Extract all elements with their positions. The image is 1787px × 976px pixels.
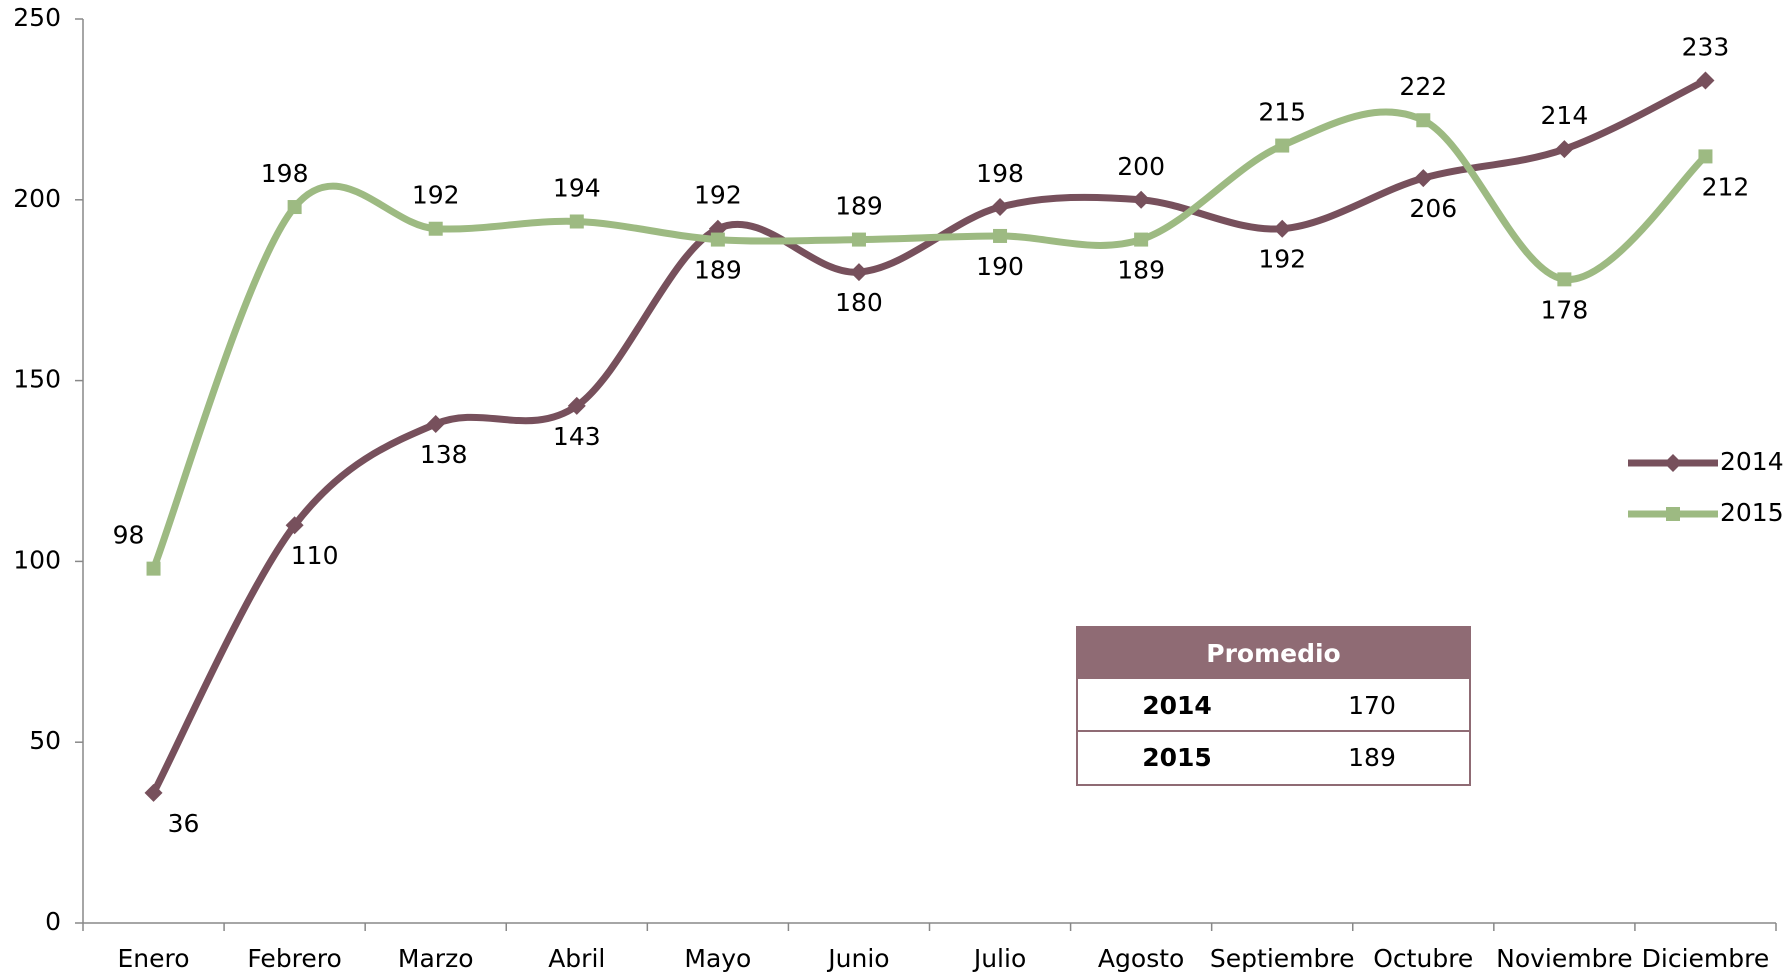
x-tick-label: Agosto <box>1098 944 1184 973</box>
data-label: 180 <box>835 288 883 317</box>
data-label: 192 <box>1258 245 1306 274</box>
y-tick-label: 0 <box>45 907 61 936</box>
marker <box>569 214 584 229</box>
x-tick-label: Junio <box>826 944 889 973</box>
data-label: 192 <box>412 181 460 210</box>
marker <box>991 198 1010 217</box>
data-label: 143 <box>553 422 601 451</box>
y-tick-label: 150 <box>13 365 61 394</box>
data-label: 36 <box>168 809 200 838</box>
data-label: 200 <box>1117 152 1165 181</box>
table-cell: 189 <box>1348 743 1396 772</box>
line <box>150 108 1708 570</box>
marker <box>851 232 866 247</box>
marker <box>1555 140 1574 159</box>
marker <box>1698 149 1713 164</box>
data-label: 212 <box>1702 172 1750 201</box>
x-tick-label: Noviembre <box>1496 944 1632 973</box>
data-label: 189 <box>835 192 883 221</box>
data-label: 178 <box>1541 295 1589 324</box>
x-tick-label: Mayo <box>684 944 751 973</box>
legend-marker <box>1666 507 1680 521</box>
marker <box>710 232 725 247</box>
x-tick-label: Septiembre <box>1210 944 1355 973</box>
marker <box>1696 71 1715 90</box>
y-tick-label: 200 <box>13 184 61 213</box>
data-label: 206 <box>1409 194 1457 223</box>
legend-label: 2015 <box>1720 498 1784 527</box>
x-tick-label: Abril <box>548 944 605 973</box>
marker <box>1275 138 1290 153</box>
data-label: 189 <box>1117 256 1165 285</box>
table-title: Promedio <box>1206 639 1340 668</box>
table-cell: 2014 <box>1142 691 1212 720</box>
marker <box>1134 232 1149 247</box>
data-label: 215 <box>1258 98 1306 127</box>
data-label: 198 <box>976 159 1024 188</box>
x-tick-label: Diciembre <box>1642 944 1770 973</box>
x-tick-label: Enero <box>118 944 190 973</box>
data-label: 222 <box>1399 72 1447 101</box>
x-tick-label: Octubre <box>1373 944 1473 973</box>
marker <box>428 221 443 236</box>
y-tick-label: 250 <box>13 3 61 32</box>
marker <box>146 561 161 576</box>
x-tick-label: Marzo <box>398 944 474 973</box>
line <box>150 77 1707 795</box>
marker <box>1416 113 1431 128</box>
table-cell: 170 <box>1348 691 1396 720</box>
x-tick-label: Febrero <box>247 944 341 973</box>
data-label: 189 <box>694 256 742 285</box>
y-tick-label: 100 <box>13 545 61 574</box>
marker <box>287 200 302 215</box>
marker <box>1273 219 1292 238</box>
data-label: 110 <box>291 541 339 570</box>
data-label: 138 <box>420 440 468 469</box>
marker <box>426 414 445 433</box>
legend-label: 2014 <box>1720 447 1784 476</box>
marker <box>1557 272 1572 287</box>
data-label: 194 <box>553 173 601 202</box>
marker <box>1414 169 1433 188</box>
data-label: 98 <box>113 521 145 550</box>
marker <box>1132 190 1151 209</box>
marker <box>285 516 304 535</box>
marker <box>993 228 1008 243</box>
marker <box>849 263 868 282</box>
marker <box>567 396 586 415</box>
table-header <box>1077 627 1470 679</box>
table-cell: 2015 <box>1142 743 1212 772</box>
data-label: 190 <box>976 252 1024 281</box>
legend-marker <box>1664 454 1682 472</box>
y-tick-label: 50 <box>29 726 61 755</box>
data-label: 192 <box>694 181 742 210</box>
data-label: 233 <box>1682 32 1730 61</box>
marker <box>144 783 163 802</box>
data-label: 198 <box>261 159 309 188</box>
data-label: 214 <box>1541 101 1589 130</box>
x-tick-label: Julio <box>972 944 1026 973</box>
